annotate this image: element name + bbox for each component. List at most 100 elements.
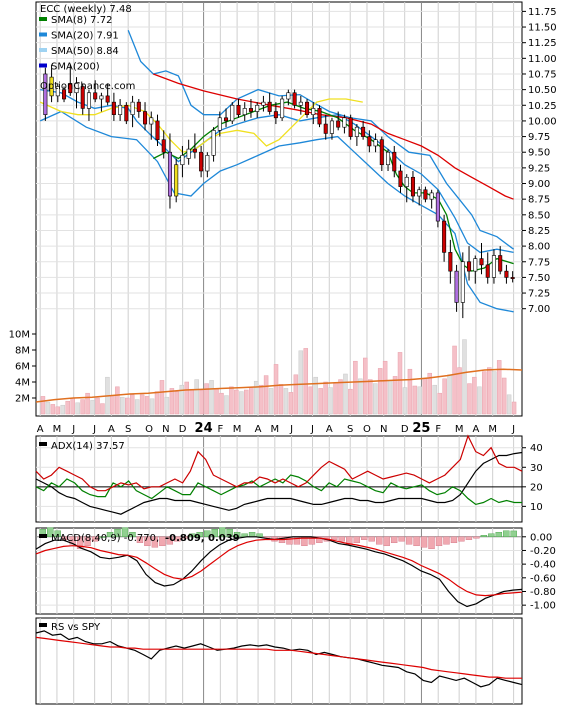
volume-bar	[323, 381, 328, 415]
volume-bar	[154, 391, 160, 415]
y-tick-label: 11.00	[528, 54, 557, 65]
candle-body	[161, 139, 166, 153]
x-tick-label: M	[53, 424, 62, 435]
candle-body	[236, 104, 241, 115]
macd-hist-bar	[368, 536, 375, 542]
legend-swatch	[39, 32, 47, 37]
bollinger-upper-line	[127, 29, 514, 250]
volume-bar	[164, 396, 170, 415]
candle-body	[467, 261, 472, 272]
volume-bar	[70, 397, 75, 415]
volume-bar	[358, 378, 363, 415]
candle-body	[473, 258, 478, 272]
y-tick-label: 7.00	[528, 304, 550, 315]
volume-bar	[273, 364, 279, 415]
macd-tick-label: -0.40	[530, 560, 556, 571]
macd-hist-bar	[488, 533, 495, 537]
volume-bar	[333, 382, 338, 415]
macd-hist-bar	[495, 532, 503, 537]
candle-body	[423, 189, 428, 200]
volume-bar	[115, 386, 120, 415]
x-tick-label: A	[472, 424, 479, 435]
macd-tick-label: -1.00	[530, 601, 556, 612]
adx-title: ADX(14) 37.57	[51, 441, 125, 452]
macd-hist-bar	[174, 536, 181, 542]
volume-bar	[125, 397, 130, 415]
y-tick-label: 7.25	[528, 289, 550, 300]
rs-title: RS vs SPY	[51, 622, 101, 633]
legend-label: SMA(8) 7.72	[51, 15, 112, 26]
volume-tick-label: 8M	[15, 346, 30, 357]
volume-bar	[174, 391, 180, 415]
macd-hist-bar	[376, 536, 383, 545]
legend-label: SMA(50) 8.84	[51, 46, 119, 57]
volume-bar	[40, 396, 46, 415]
volume-bar	[100, 403, 105, 415]
macd-hist-bar	[99, 536, 106, 538]
macd-line-Signal	[35, 537, 523, 597]
adx-tick-label: 20	[530, 482, 543, 493]
macd-hist-bar	[256, 533, 263, 537]
candle-body	[68, 83, 73, 94]
macd-hist-bar	[480, 535, 488, 537]
candle-body	[404, 176, 409, 187]
candle-body	[49, 76, 54, 97]
volume-bar	[348, 388, 353, 415]
candle-body	[386, 151, 391, 166]
candle-body	[86, 92, 91, 109]
x-tick-label: A	[108, 424, 115, 435]
candle-body	[491, 255, 496, 278]
y-tick-label: 9.50	[528, 148, 550, 159]
candle-body	[498, 255, 503, 272]
x-tick-label: S	[347, 424, 353, 435]
macd-hist-bar	[136, 536, 144, 544]
volume-bar	[462, 339, 467, 415]
volume-bar	[447, 374, 452, 415]
volume-bar	[129, 394, 135, 415]
volume-bar	[139, 394, 145, 415]
candle-body	[298, 101, 303, 106]
candle-body	[410, 176, 415, 197]
candle-body	[143, 111, 148, 125]
y-tick-label: 9.25	[528, 163, 550, 174]
volume-bar	[253, 380, 259, 415]
candle-body	[111, 101, 116, 115]
volume-bar	[293, 374, 299, 415]
volume-bar	[353, 360, 358, 415]
volume-bar	[457, 367, 462, 415]
volume-bar	[511, 401, 517, 415]
volume-bar	[258, 384, 264, 415]
candle-body	[504, 270, 509, 278]
volume-bar	[194, 379, 199, 415]
volume-bar	[487, 367, 492, 415]
volume-bar	[372, 383, 378, 415]
x-tick-label: N	[380, 424, 387, 435]
macd-hist-value: 0.039	[208, 533, 240, 544]
macd-hist-bar	[69, 536, 76, 545]
volume-bar	[496, 360, 502, 415]
x-tick-label: S	[125, 424, 131, 435]
candle-body	[174, 164, 179, 197]
candle-body	[435, 192, 440, 222]
candle-body	[55, 86, 60, 97]
volume-sma-line	[35, 368, 523, 403]
candle-body	[230, 104, 235, 122]
macd-hist-bar	[91, 536, 99, 542]
volume-bar	[65, 400, 70, 415]
candle-body	[273, 111, 278, 119]
y-tick-label: 8.00	[528, 242, 550, 253]
volume-bar	[427, 372, 432, 415]
volume-tick-label: 10M	[9, 330, 30, 341]
x-tick-label: J	[289, 424, 293, 435]
macd-hist-bar	[211, 529, 218, 537]
candle-body	[336, 120, 341, 128]
candle-body	[99, 95, 104, 100]
legend-swatch	[39, 63, 47, 68]
macd-hist-bar	[248, 532, 256, 537]
macd-hist-bar	[361, 536, 368, 540]
x-tick-label: F	[435, 424, 441, 435]
macd-hist-bar	[428, 536, 435, 550]
macd-hist-bar	[218, 527, 226, 537]
y-tick-label: 10.75	[528, 69, 557, 80]
macd-hist-bar	[405, 536, 413, 545]
